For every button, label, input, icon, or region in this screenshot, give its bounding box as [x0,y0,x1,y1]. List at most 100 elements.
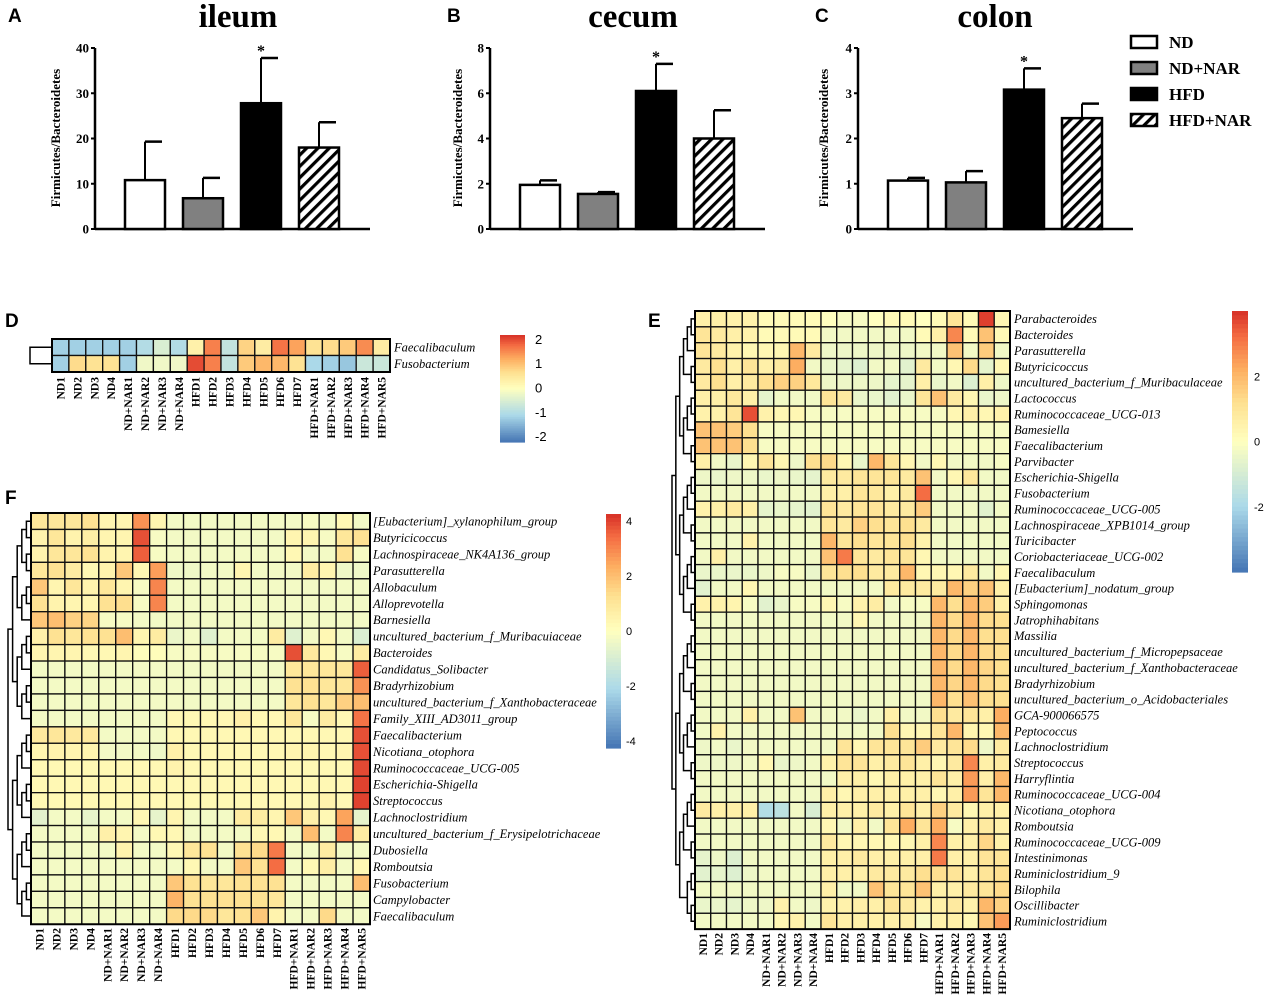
colorbar-segment [606,595,621,601]
bar-ND [123,178,167,231]
heatmap-cell [851,865,869,883]
heatmap-cell [318,512,337,531]
heatmap-cell [804,611,822,629]
heatmap-cell [352,841,371,860]
heatmap-cell [867,722,885,740]
heatmap-cell [820,579,838,597]
heatmap-cell [115,693,134,712]
heatmap-cell [216,512,236,531]
heatmap-cell [352,660,371,679]
heatmap-cell [757,357,775,376]
heatmap-cell [694,770,712,788]
colorbar-segment [606,525,621,531]
heatmap-cell [977,579,995,597]
heatmap-cell [930,738,948,756]
column-label: ND2 [51,928,63,951]
heatmap-cell [98,726,117,744]
heatmap-cell [199,660,219,679]
colorbar-segment [1232,463,1248,469]
legend-label: ND+NAR [1169,59,1241,78]
heatmap-cell [216,627,236,646]
heatmap-cell [930,310,948,328]
heatmap-cell [710,659,728,677]
heatmap-cell [250,907,269,925]
heatmap-cell [962,357,980,376]
heatmap-cell [115,726,134,744]
colorbar-segment [606,705,621,710]
heatmap-cell [267,874,286,893]
heatmap-cell [30,528,49,547]
heatmap-cell [98,660,117,679]
bar-HFD [1002,88,1046,231]
heatmap-cell [757,389,775,407]
heatmap-cell [318,874,337,893]
heatmap-cell [883,627,901,645]
heatmap-cell [115,808,134,827]
heatmap-cell [962,595,980,613]
heatmap-cell [899,627,917,645]
heatmap-cell [930,389,948,407]
heatmap-cell [867,421,885,439]
panel-label: C [815,6,829,27]
heatmap-cell [899,389,917,407]
heatmap-cell [930,785,948,804]
colorbar-tick-label: 0 [535,381,542,396]
dendrogram-branch [690,635,695,653]
heatmap-cell [216,874,236,893]
heatmap-cell [694,548,712,566]
heatmap-cell [851,849,869,867]
heatmap-cell [165,808,185,827]
heatmap-cell [710,896,728,914]
heatmap-cell [199,578,219,596]
heatmap-cell [883,389,901,407]
heatmap-cell [199,561,219,580]
heatmap-cell [694,500,712,518]
heatmap-cell [930,643,948,661]
heatmap-cell [30,545,49,564]
heatmap-cell [914,389,932,407]
row-label: Ruminococcaceae_UCG-009 [1013,835,1161,849]
heatmap-cell [115,528,134,547]
column-label: HFD3 [204,928,216,958]
heatmap-cell [820,405,838,423]
heatmap-cell [250,627,269,646]
heatmap-cell [301,907,320,925]
heatmap-cell [169,338,188,357]
heatmap-cell [899,754,917,772]
heatmap-cell [993,437,1011,455]
row-label: uncultured_bacterium_f_Xanthobacteraceae [1014,661,1238,675]
column-label: HFD+NAR2 [326,377,338,439]
heatmap-cell [318,693,337,712]
heatmap-cell [710,722,728,740]
heatmap-cell [47,890,66,909]
heatmap-cell [851,611,869,629]
heatmap-cell [883,373,901,391]
heatmap-cell [182,611,202,629]
heatmap-cell [321,338,340,357]
heatmap-cell [993,357,1011,376]
heatmap-cell [148,742,168,761]
heatmap-cell [804,738,822,756]
heatmap-cell [267,528,286,547]
heatmap-cell [216,857,236,876]
heatmap-cell [352,578,371,596]
heatmap-cell [694,389,712,407]
heatmap-cell [98,643,117,662]
heatmap-cell [757,627,775,645]
heatmap-cell [977,659,995,677]
column-label: HFD+NAR2 [950,933,962,995]
heatmap-cell [199,857,219,876]
heatmap-cell [352,643,371,662]
heatmap-cell [250,775,269,794]
colorbar-segment [1232,471,1248,477]
heatmap-cell [318,907,337,925]
row-label: Oscillibacter [1014,899,1079,913]
colorbar-segment [606,693,621,698]
heatmap-cell [237,354,256,373]
heatmap-cell [741,579,759,597]
row-label: uncultured_bacterium_f_Muribacuiaceae [373,630,582,644]
heatmap-cell [773,865,791,883]
heatmap-cell [836,659,854,677]
heatmap-cell [867,627,885,645]
colorbar-segment [1232,467,1248,473]
